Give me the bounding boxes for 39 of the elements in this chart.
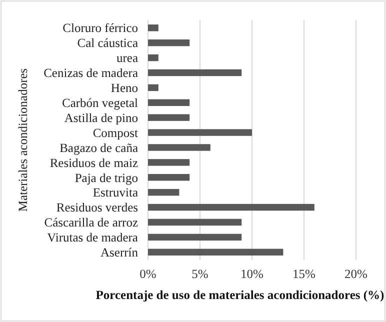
x-tick-label: 20% bbox=[344, 267, 368, 281]
bar bbox=[148, 39, 190, 46]
y-tick-label: Cal cáustica bbox=[77, 36, 138, 50]
y-axis-title: Materiales acondicionadores bbox=[16, 68, 30, 212]
bar bbox=[148, 24, 158, 32]
bar bbox=[148, 188, 180, 196]
bar bbox=[148, 218, 242, 226]
y-tick-label: Compost bbox=[92, 126, 139, 140]
y-tick-label: Bagazo de caña bbox=[60, 140, 138, 155]
y-tick-label: Heno bbox=[110, 81, 138, 96]
x-tick-label: 0% bbox=[140, 267, 156, 281]
bar bbox=[148, 159, 190, 166]
x-tick-label: 5% bbox=[192, 267, 208, 281]
bar bbox=[148, 69, 242, 76]
bar bbox=[148, 129, 252, 136]
y-tick-label: Cloruro férrico bbox=[62, 21, 138, 36]
y-tick-label: urea bbox=[116, 51, 138, 66]
y-tick-label: Estruvita bbox=[92, 186, 138, 200]
y-tick-label: Astilla de pino bbox=[64, 110, 138, 125]
y-tick-label: Cáscarilla de arroz bbox=[44, 216, 138, 230]
y-tick-label: Paja de trigo bbox=[74, 170, 138, 185]
bar bbox=[148, 204, 314, 211]
bar bbox=[148, 248, 284, 256]
bar bbox=[148, 174, 190, 181]
x-tick-label: 15% bbox=[292, 267, 316, 281]
y-tick-label: Residuos verdes bbox=[56, 200, 138, 215]
bar bbox=[148, 84, 158, 92]
y-tick-label: Residuos de maiz bbox=[50, 156, 138, 170]
y-tick-label: Aserrín bbox=[100, 246, 139, 260]
bar bbox=[148, 144, 210, 151]
x-axis-title: Porcentaje de uso de materiales acondicionadores (%) bbox=[96, 288, 384, 302]
x-tick-label: 10% bbox=[240, 267, 264, 281]
bar bbox=[148, 114, 190, 121]
bar bbox=[148, 54, 158, 62]
bar bbox=[148, 99, 190, 106]
y-tick-label: Carbón vegetal bbox=[62, 96, 139, 110]
y-tick-label: Virutas de madera bbox=[47, 230, 138, 245]
bar bbox=[148, 234, 242, 241]
y-tick-label: Cenizas de madera bbox=[44, 66, 138, 80]
